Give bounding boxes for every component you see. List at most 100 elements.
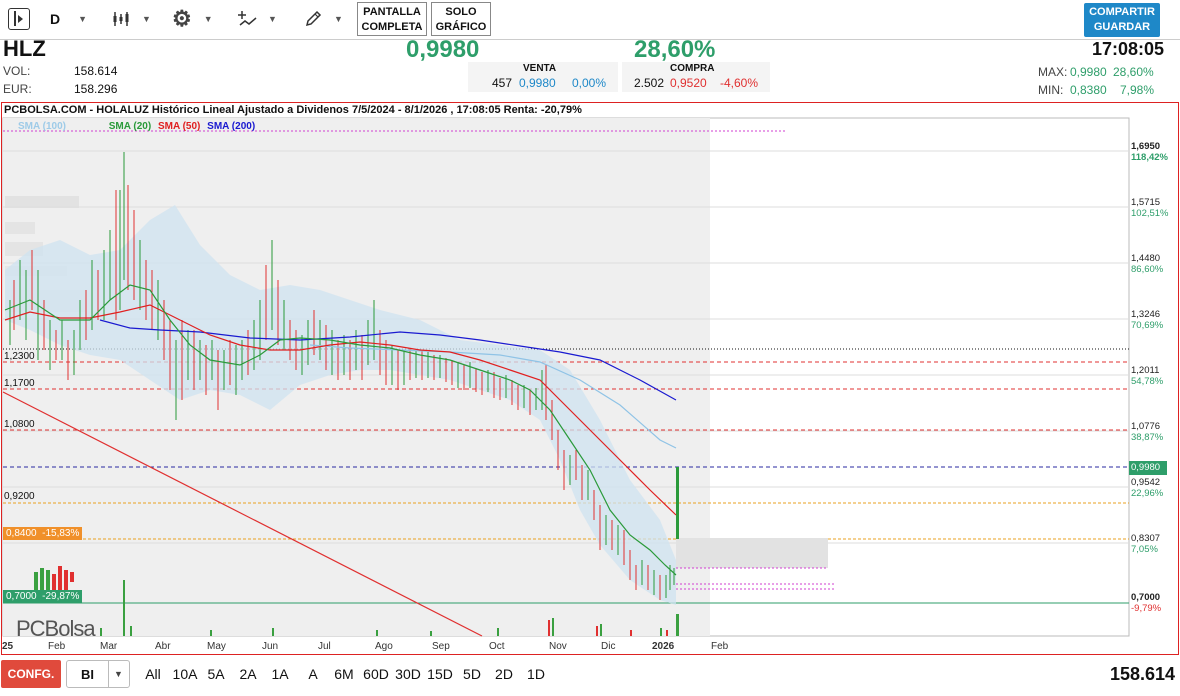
chart-type-dropdown[interactable]: ▼ — [112, 4, 151, 34]
share-save-button[interactable]: COMPARTIR GUARDAR — [1084, 3, 1160, 37]
period-dropdown[interactable]: D ▼ — [50, 4, 87, 34]
select-divider — [108, 661, 109, 687]
axis-price: 1,3246 — [1131, 309, 1161, 320]
max-label: MAX: — [1038, 65, 1068, 79]
month-label: Feb — [711, 641, 729, 652]
candlestick-icon — [113, 12, 129, 26]
axis-price: 1,5715 — [1131, 197, 1161, 208]
min-pct: 7,98% — [1120, 83, 1155, 97]
month-label: Jul — [318, 641, 331, 652]
range-2d[interactable]: 2D — [495, 666, 513, 682]
sidebar-toggle-icon[interactable] — [8, 8, 30, 30]
sell-box: VENTA 457 0,9980 0,00% — [468, 62, 618, 92]
month-label: May — [207, 641, 226, 652]
volume-bars — [100, 580, 679, 636]
pencil-icon — [305, 10, 322, 27]
legend-sma-200[interactable]: SMA (200) — [207, 121, 256, 132]
indicator-select-value: BI — [81, 666, 94, 682]
range-5d[interactable]: 5D — [463, 666, 481, 682]
month-label: Oct — [489, 641, 505, 652]
buy-label: COMPRA — [670, 63, 715, 74]
trendline — [2, 391, 483, 637]
drawing-tools-dropdown[interactable]: ▼ — [304, 4, 343, 34]
eur-value: 158.296 — [74, 82, 118, 96]
range-6m[interactable]: 6M — [334, 666, 354, 682]
month-label: Jun — [262, 641, 279, 652]
last-price: 0,9980 — [406, 36, 480, 63]
legend-sma-100[interactable]: SMA (100) — [18, 121, 66, 132]
range-15d[interactable]: 15D — [427, 666, 453, 682]
change-percent: 28,60% — [634, 36, 716, 63]
axis-price: 0,7000 — [1131, 592, 1161, 603]
indicator-select[interactable]: BI ▼ — [66, 660, 130, 688]
vol-value: 158.614 — [74, 64, 118, 78]
only-chart-button[interactable]: SOLO GRÁFICO — [431, 2, 491, 36]
current-price-tag: 0,9980 — [1129, 461, 1167, 475]
axis-pct: 54,78% — [1131, 376, 1164, 387]
period-label: D — [50, 11, 61, 27]
min-label: MIN: — [1038, 83, 1064, 97]
range-1a[interactable]: 1A — [271, 666, 289, 682]
axis-pct: 86,60% — [1131, 264, 1164, 275]
vol-label: VOL: — [3, 64, 31, 78]
axis-price: 1,4480 — [1131, 253, 1161, 264]
chevron-down-icon: ▼ — [114, 669, 123, 679]
level-label: 0,9200 — [4, 491, 35, 502]
watermark-logo: PCBolsa — [16, 616, 96, 641]
range-1d[interactable]: 1D — [527, 666, 545, 682]
axis-pct: 22,96% — [1131, 488, 1164, 499]
legend-sma-50[interactable]: SMA (50) — [157, 121, 201, 132]
toolbar — [0, 0, 1180, 40]
level-tag-orange: 0,8400 -15,83% — [3, 527, 83, 540]
config-label: CONFG. — [7, 667, 55, 681]
chevron-down-icon: ▼ — [268, 14, 277, 24]
sell-label: VENTA — [523, 63, 557, 74]
chevron-down-icon: ▼ — [142, 14, 151, 24]
range-2a[interactable]: 2A — [239, 666, 257, 682]
chart-title: PCBOLSA.COM - HOLALUZ Histórico Lineal A… — [4, 104, 582, 116]
sma-20-line — [4, 284, 677, 576]
fullscreen-button[interactable]: PANTALLA COMPLETA — [357, 2, 427, 36]
axis-pct: 38,87% — [1131, 432, 1164, 443]
min-value: 0,8380 — [1070, 83, 1107, 97]
indicators-dropdown[interactable]: ▼ — [238, 4, 277, 34]
settings-dropdown[interactable]: ⚙ ▼ — [172, 4, 213, 34]
month-label: Dic — [601, 641, 616, 652]
volume-bars-red — [548, 620, 668, 636]
range-5a[interactable]: 5A — [207, 666, 225, 682]
month-label: Nov — [549, 641, 567, 652]
month-label: Ago — [375, 641, 393, 652]
chevron-down-icon: ▼ — [334, 14, 343, 24]
axis-price: 0,8307 — [1131, 533, 1161, 544]
axis-pct: 7,05% — [1131, 544, 1158, 555]
month-label: 2026 — [652, 641, 675, 652]
range-60d[interactable]: 60D — [363, 666, 389, 682]
axis-pct: 118,42% — [1131, 152, 1168, 163]
sma-50-line — [4, 304, 677, 516]
axis-price: 1,0776 — [1131, 421, 1161, 432]
range-30d[interactable]: 30D — [395, 666, 421, 682]
sma-100-line — [309, 344, 677, 449]
sell-price: 0,9980 — [519, 76, 556, 90]
chart-area[interactable] — [1, 102, 1179, 655]
indicator-add-icon — [238, 11, 257, 26]
range-all[interactable]: All — [145, 666, 161, 682]
legend-sma-20[interactable]: SMA (20) — [108, 121, 152, 132]
max-value: 0,9980 — [1070, 65, 1107, 79]
axis-price: 1,2011 — [1131, 365, 1160, 376]
quote-time: 17:08:05 — [1092, 39, 1165, 59]
history-shade — [3, 118, 710, 636]
max-pct: 28,60% — [1113, 65, 1154, 79]
range-10a[interactable]: 10A — [172, 666, 198, 682]
level-tag-green: 0,7000 -29,87% — [3, 590, 83, 603]
buy-price: 0,9520 — [670, 76, 707, 90]
range-a[interactable]: A — [308, 666, 318, 682]
month-label: Feb — [48, 641, 66, 652]
faint-block — [5, 222, 35, 234]
volume-total: 158.614 — [1110, 664, 1176, 684]
candles — [9, 152, 679, 600]
config-button[interactable]: CONFG. — [1, 660, 61, 688]
axis-price: 0,9542 — [1131, 477, 1161, 488]
axis-pct: 102,51% — [1131, 208, 1169, 219]
